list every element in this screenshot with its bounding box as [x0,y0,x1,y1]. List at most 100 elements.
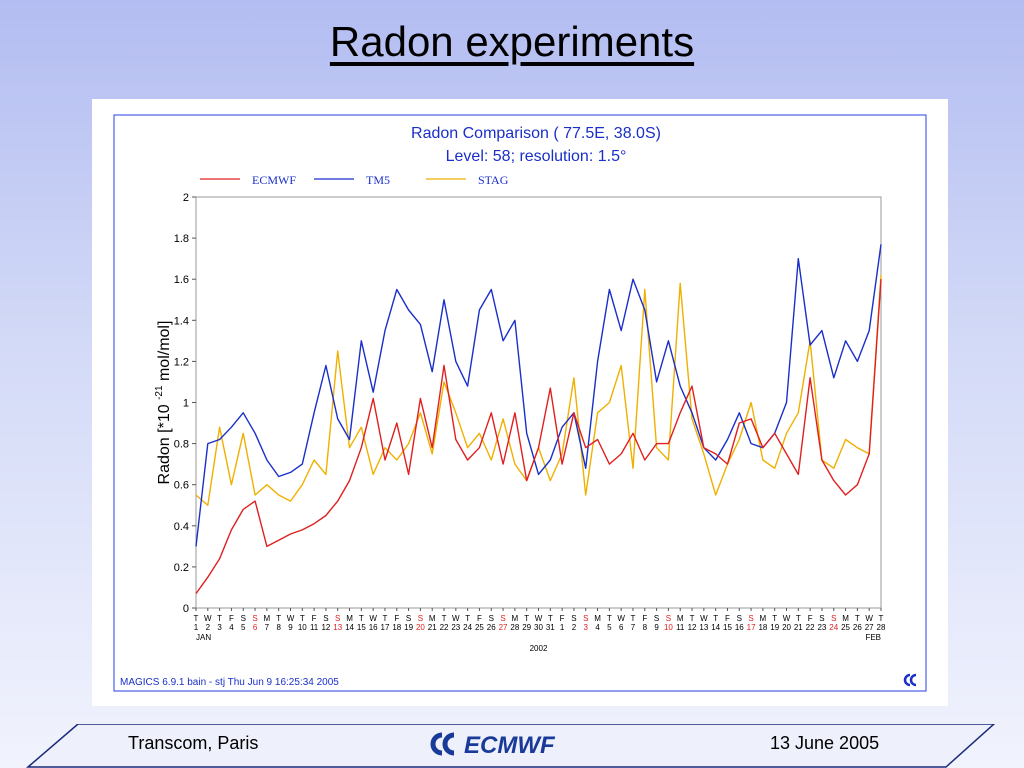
x-day-label: 28 [877,623,886,632]
magics-logo-icon [903,673,911,687]
x-day-label: 9 [288,623,293,632]
x-weekday-label: F [560,614,565,623]
x-weekday-label: F [808,614,813,623]
x-day-label: 20 [782,623,791,632]
x-day-label: 21 [794,623,803,632]
radon-chart: Radon Comparison ( 77.5E, 38.0S) Level: 5… [113,114,927,692]
x-day-label: 26 [853,623,862,632]
y-tick-label: 1.4 [174,315,189,327]
x-weekday-label: T [713,614,718,623]
x-day-label: 7 [265,623,270,632]
x-weekday-label: T [772,614,777,623]
x-weekday-label: T [524,614,529,623]
x-day-label: 4 [229,623,234,632]
x-day-label: 18 [392,623,401,632]
x-weekday-label: M [842,614,849,623]
x-day-label: 2 [572,623,577,632]
legend-label-stag: STAG [478,173,509,187]
x-day-label: 27 [499,623,508,632]
x-weekday-label: F [229,614,234,623]
y-tick-label: 0.8 [174,439,189,451]
x-weekday-label: T [217,614,222,623]
y-tick-label: 1.2 [174,356,189,368]
x-day-label: 17 [747,623,756,632]
x-month-label-end: FEB [865,633,881,642]
x-weekday-label: T [631,614,636,623]
x-weekday-label: W [204,614,212,623]
x-day-label: 16 [369,623,378,632]
x-day-label: 24 [829,623,838,632]
x-weekday-label: S [241,614,246,623]
chart-frame [113,114,927,692]
x-axis-label: 2002 [530,644,548,653]
x-weekday-label: T [442,614,447,623]
x-weekday-label: T [548,614,553,623]
x-day-label: 1 [194,623,199,632]
x-weekday-label: S [748,614,753,623]
x-weekday-label: W [783,614,791,623]
x-day-label: 23 [451,623,460,632]
chart-subtitle: Level: 58; resolution: 1.5° [446,148,627,165]
x-day-label: 25 [841,623,850,632]
x-day-label: 25 [475,623,484,632]
x-day-label: 4 [595,623,600,632]
x-day-label: 1 [560,623,565,632]
x-weekday-label: F [477,614,482,623]
x-weekday-label: S [500,614,505,623]
plot-panel: Radon Comparison ( 77.5E, 38.0S) Level: 5… [92,99,948,706]
x-weekday-label: M [677,614,684,623]
x-day-label: 15 [723,623,732,632]
footer-bar [25,724,996,768]
ecmwf-logo-text: ECMWF [464,732,556,759]
series-line-tm5 [195,244,882,547]
x-day-label: 29 [522,623,531,632]
x-day-label: 22 [440,623,449,632]
x-day-label: 27 [865,623,874,632]
x-day-label: 28 [510,623,519,632]
x-weekday-label: M [429,614,436,623]
x-weekday-label: T [855,614,860,623]
x-weekday-label: W [369,614,377,623]
magics-logo-icon-2 [909,673,917,687]
y-axis-label-unit: mol/mol] [156,321,173,386]
x-day-label: 24 [463,623,472,632]
x-weekday-label: W [865,614,873,623]
x-weekday-label: M [594,614,601,623]
y-tick-label: 0.2 [174,562,189,574]
x-weekday-label: F [312,614,317,623]
x-month-label-start: JAN [196,633,211,642]
x-weekday-label: T [690,614,695,623]
x-day-label: 8 [276,623,281,632]
y-tick-label: 0.6 [174,480,189,492]
series-line-ecmwf [195,279,882,595]
x-day-label: 3 [217,623,222,632]
x-weekday-label: T [796,614,801,623]
x-day-label: 21 [428,623,437,632]
x-weekday-label: M [760,614,767,623]
x-day-label: 12 [321,623,330,632]
x-weekday-label: W [700,614,708,623]
x-day-label: 10 [298,623,307,632]
footer-event: Transcom, Paris [128,733,259,753]
x-day-label: 5 [241,623,246,632]
x-weekday-label: T [607,614,612,623]
x-weekday-label: T [465,614,470,623]
series-line-stag [195,275,882,506]
x-day-label: 26 [487,623,496,632]
x-weekday-label: T [383,614,388,623]
y-axis-label-exponent: -21 [154,385,165,400]
x-day-label: 14 [711,623,720,632]
x-weekday-label: W [452,614,460,623]
x-weekday-label: T [276,614,281,623]
x-day-label: 18 [758,623,767,632]
x-weekday-label: T [359,614,364,623]
x-weekday-label: S [335,614,340,623]
slide-title: Radon experiments [329,18,695,65]
x-weekday-label: S [666,614,671,623]
x-weekday-label: S [323,614,328,623]
x-day-label: 3 [584,623,589,632]
ecmwf-logo-icon [430,732,455,756]
x-weekday-label: F [725,614,730,623]
y-tick-label: 1.6 [174,274,189,286]
x-weekday-label: S [583,614,588,623]
